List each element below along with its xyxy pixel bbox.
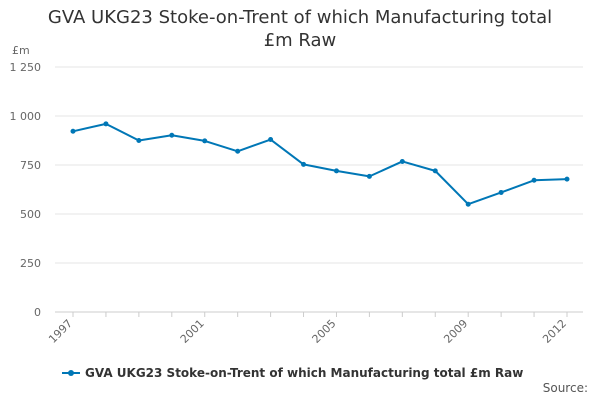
- data-point[interactable]: [564, 176, 570, 182]
- source-label: Source:: [542, 381, 588, 395]
- data-point[interactable]: [103, 121, 109, 127]
- x-tick-label: 2005: [310, 317, 339, 346]
- data-point[interactable]: [136, 138, 142, 143]
- y-tick-label: 250: [20, 257, 41, 270]
- data-point[interactable]: [399, 158, 405, 164]
- y-axis-label: £m: [12, 44, 30, 57]
- y-axis-ticks: 0 250 500 750 1 000 1 250: [10, 61, 42, 319]
- chart-legend[interactable]: GVA UKG23 Stoke-on-Trent of which Manufa…: [62, 364, 523, 382]
- data-point[interactable]: [465, 201, 471, 207]
- x-tick-label: 2009: [441, 317, 470, 346]
- data-point[interactable]: [498, 189, 504, 195]
- x-tick-label: 1997: [46, 317, 75, 346]
- data-point[interactable]: [301, 161, 307, 167]
- chart-title-line-1: GVA UKG23 Stoke-on-Trent of which Manufa…: [47, 7, 553, 28]
- y-tick-label: 500: [20, 208, 41, 221]
- y-tick-label: 1 250: [10, 61, 42, 74]
- data-point[interactable]: [169, 132, 175, 138]
- y-tick-label: 750: [20, 159, 41, 172]
- data-point[interactable]: [70, 128, 76, 134]
- series-line: [72, 122, 568, 206]
- legend-label: GVA UKG23 Stoke-on-Trent of which Manufa…: [85, 366, 524, 380]
- data-point[interactable]: [531, 177, 537, 183]
- x-axis-ticks: 1997 2001 2005 2009 2012: [46, 312, 569, 346]
- x-tick-label: 2001: [178, 317, 207, 346]
- chart-title-line-2: £m Raw: [263, 30, 337, 51]
- chart-title: GVA UKG23 Stoke-on-Trent of which Manufa…: [0, 6, 600, 52]
- grid-lines: [55, 66, 583, 313]
- data-point[interactable]: [268, 137, 274, 143]
- legend-swatch: [62, 368, 80, 378]
- y-tick-label: 0: [34, 306, 41, 319]
- data-point[interactable]: [235, 148, 241, 154]
- data-point[interactable]: [202, 138, 208, 144]
- data-point[interactable]: [366, 173, 372, 179]
- data-point[interactable]: [333, 168, 339, 174]
- series-layer: [70, 121, 570, 207]
- x-tick-label: 2012: [540, 317, 569, 346]
- data-point[interactable]: [432, 168, 438, 174]
- y-tick-label: 1 000: [10, 110, 42, 123]
